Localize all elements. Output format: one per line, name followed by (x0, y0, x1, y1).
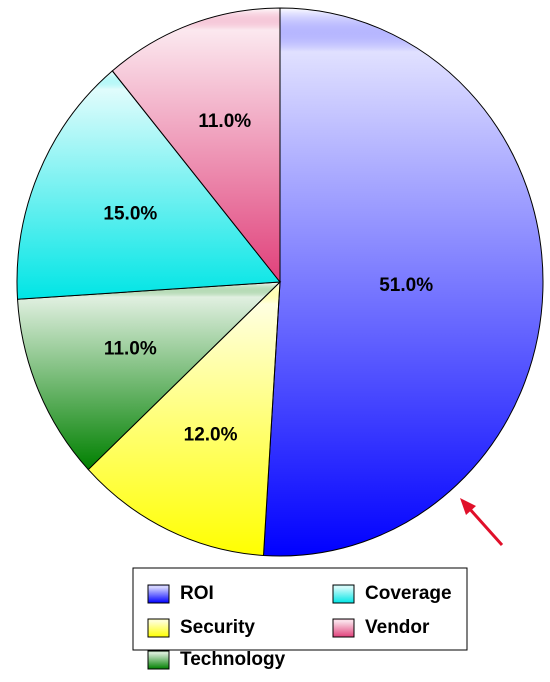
legend-box (132, 567, 468, 651)
legend-label: Coverage (365, 583, 452, 604)
arrow-shaft (466, 505, 504, 547)
legend-label: Security (180, 617, 255, 638)
legend: ROI Security Technology Coverage Vendor (147, 583, 452, 670)
slice-labels: 51.0% 12.0% 11.0% 15.0% 11.0% (103, 111, 433, 446)
slice (16, 281, 282, 471)
slice (16, 70, 281, 300)
legend-label: Vendor (365, 617, 430, 638)
legend-label: Technology (180, 649, 286, 670)
legend-swatch (147, 650, 170, 670)
slice-label: 15.0% (103, 204, 157, 225)
slice (262, 7, 544, 557)
pie (16, 7, 544, 557)
slice (111, 7, 281, 284)
slice-label: 12.0% (184, 425, 238, 446)
slice-label: 51.0% (379, 275, 433, 296)
legend-swatch (332, 618, 355, 638)
legend-label: ROI (180, 583, 214, 604)
arrow-head (460, 498, 476, 515)
slice-label: 11.0% (198, 111, 251, 132)
slice (87, 280, 281, 556)
slice-label: 11.0% (104, 338, 157, 359)
legend-swatch (147, 618, 170, 638)
legend-swatch (147, 584, 170, 604)
legend-swatch (332, 584, 355, 604)
